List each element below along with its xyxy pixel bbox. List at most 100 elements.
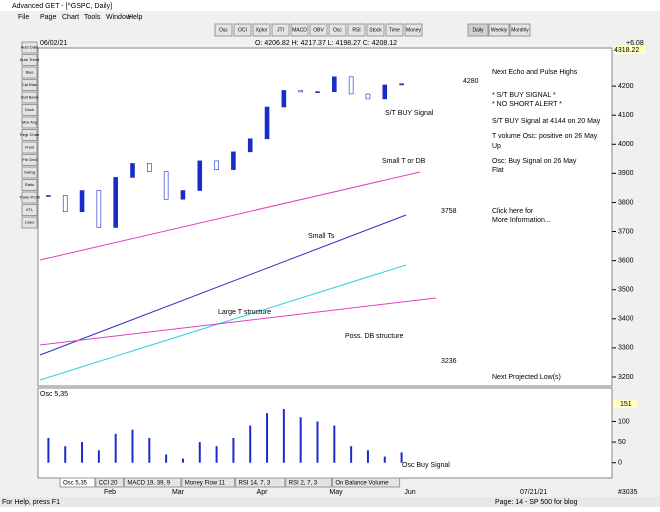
trend-line [39,214,407,356]
price-bar [315,91,320,93]
tab[interactable] [331,477,401,488]
chart-annotation: Poss. DB structure [345,333,403,340]
osc-bar [282,409,285,463]
osc-bar [400,452,403,463]
tab[interactable] [59,477,96,488]
toolbar-label: Osc [219,27,228,33]
menu-item[interactable]: Page [40,14,56,21]
toolbar-button[interactable] [271,23,290,37]
toolbar-label: Money [406,27,422,33]
toolbar-button[interactable] [385,23,404,37]
osc-bar [97,450,100,463]
price-bar [298,90,303,93]
chart-annotation: Small Ts [308,233,335,240]
side-note: S/T BUY Signal at 4144 on 20 May [492,118,601,125]
tab[interactable] [285,477,332,488]
tool-button[interactable] [21,204,38,216]
tool-label: Regr Chan [20,132,39,137]
price-bar [332,76,337,92]
tool-button[interactable] [21,191,38,204]
toolbar-button[interactable] [404,23,423,37]
side-note: Next Projected Low(s) [492,374,561,381]
tab-label: MACD 19, 39, 9 [127,481,170,487]
toolbar-button[interactable] [290,23,309,37]
toolbar-button[interactable] [214,23,233,37]
menu-item[interactable]: Tools [84,14,101,21]
tab[interactable] [95,477,124,488]
y-tick-label: 3500 [618,287,634,294]
toolbar-button[interactable] [347,23,366,37]
tool-button[interactable] [21,66,38,79]
tool-button[interactable] [21,154,38,166]
tab-label: CCI 20 [99,481,118,487]
window-title: Advanced GET - [^GSPC, Daily] [12,3,112,10]
trend-line [39,171,421,261]
period-button[interactable] [467,23,489,37]
tool-button[interactable] [21,141,38,154]
tool-label: Cal Bias [22,82,37,87]
y-tick-label: 4100 [618,112,634,119]
menu-item[interactable]: Chart [62,14,79,21]
tool-button[interactable] [21,129,38,141]
toolbar-button[interactable] [328,23,347,37]
status-id: #3035 [618,489,638,496]
osc-bar [165,454,168,463]
side-note: Up [492,143,501,150]
tool-button[interactable] [21,41,38,54]
osc-bar [64,446,67,463]
tab[interactable] [181,477,236,488]
osc-tick-label: 100 [618,418,630,425]
toolbar-button[interactable] [366,23,385,37]
chart-date: 06/02/21 [40,40,67,47]
side-note: T volume Osc: positive on 26 May [492,133,598,140]
tool-button[interactable] [21,104,38,116]
tool-label: Lines [25,220,35,225]
tab-label: RSI 14, 7, 3 [239,481,271,487]
osc-tick-label: 50 [618,439,626,446]
tool-button[interactable] [21,216,38,229]
tab-label: RSI 2, 7, 3 [289,481,318,487]
side-note[interactable]: More Information... [492,217,551,224]
tool-button[interactable] [21,116,38,129]
menu-item[interactable]: Help [128,14,143,21]
trend-line [39,297,437,346]
y-tick-label: 3900 [618,170,634,177]
y-tick-label: 3300 [618,345,634,352]
status-date: 07/21/21 [520,489,547,496]
price-bar [147,163,152,172]
osc-annotation: Osc Buy Signal [402,462,450,469]
period-button[interactable] [509,23,531,37]
tool-button[interactable] [21,179,38,191]
tab[interactable] [235,477,286,488]
chart-quote: O: 4206.82 H: 4217.37 L: 4198.27 C: 4208… [255,40,397,47]
side-note[interactable]: Click here for [492,208,534,215]
price-bar [382,84,388,100]
osc-bar [249,425,252,463]
toolbar-button[interactable] [309,23,328,37]
tool-label: Mov Avg [22,120,37,125]
menu-item[interactable]: Window [106,14,132,21]
tool-button[interactable] [21,79,38,91]
osc-bar [316,421,319,463]
osc-bar [81,442,84,463]
menu-item[interactable]: File [18,14,29,21]
tool-button[interactable] [21,54,38,66]
toolbar-button[interactable] [252,23,271,37]
side-note: Next Echo and Pulse Highs [492,69,578,76]
period-button[interactable] [488,23,510,37]
tool-label: XTL [26,207,34,212]
tab[interactable] [123,477,182,488]
tool-button[interactable] [21,166,38,179]
y-tick-label: 3200 [618,374,634,381]
side-note: * NO SHORT ALERT * [492,101,562,108]
toolbar-button[interactable] [233,23,252,37]
tool-button[interactable] [21,91,38,104]
osc-bar [148,437,151,463]
osc-title: Osc 5,35 [40,391,68,398]
osc-tick-label: 0 [618,460,622,467]
toolbar-label: RSI [352,27,360,33]
chart-annotation: Small T or DB [382,158,426,165]
toolbar-label: OBV [313,27,324,33]
tool-label: Frest [25,145,35,150]
y-tick-label: 3400 [618,316,634,323]
